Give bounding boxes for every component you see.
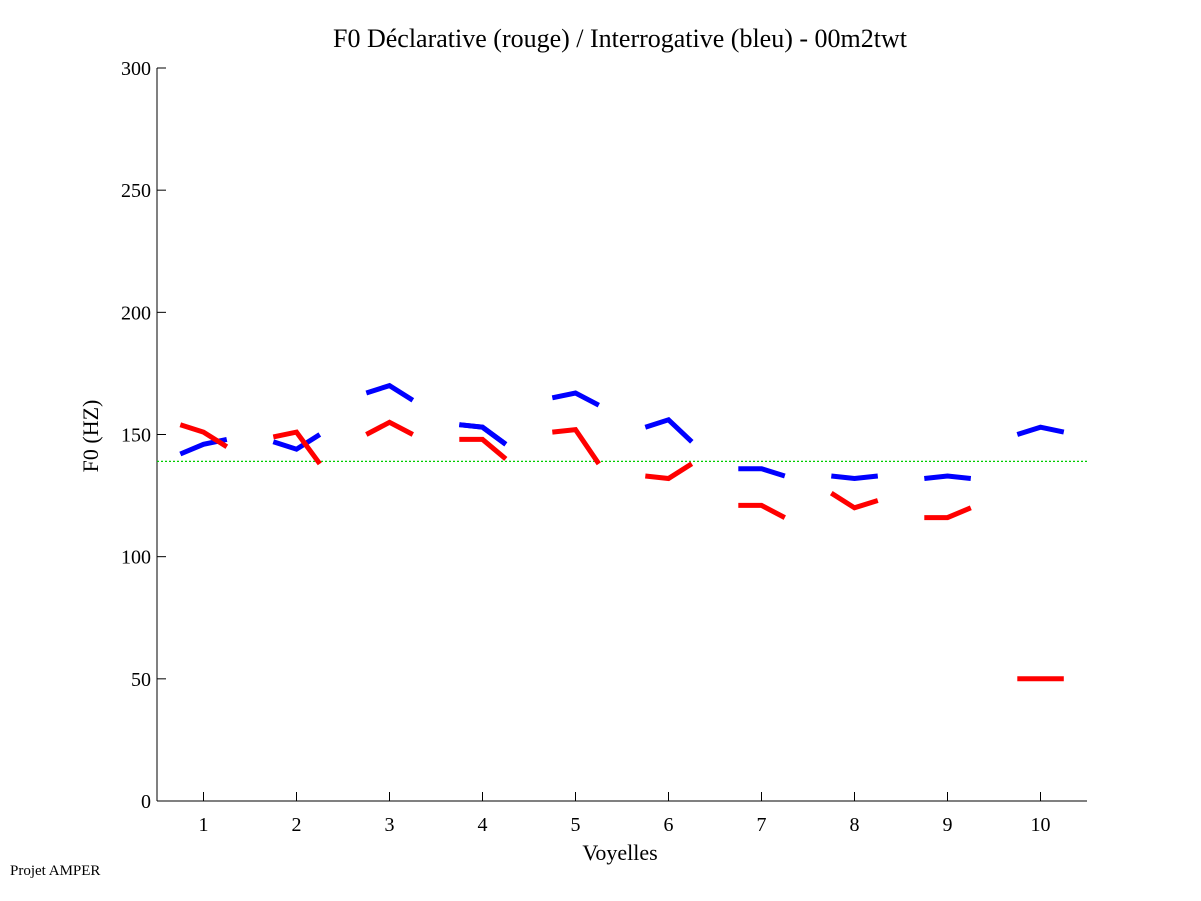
y-tick-label: 50 bbox=[131, 669, 151, 691]
x-tick-label: 10 bbox=[1031, 814, 1051, 836]
series-1-segment-3 bbox=[365, 419, 414, 437]
series-0-segment-2 bbox=[272, 432, 322, 452]
x-tick-label: 4 bbox=[478, 814, 488, 836]
y-tick-label: 150 bbox=[121, 425, 151, 447]
x-tick-label: 2 bbox=[292, 814, 302, 836]
x-axis-label: Voyelles bbox=[582, 840, 657, 865]
series-0-segment-10 bbox=[924, 473, 972, 481]
series-1-segment-7 bbox=[738, 502, 786, 520]
y-tick-label: 100 bbox=[121, 547, 151, 569]
series-0-segment-3 bbox=[365, 382, 415, 403]
x-tick-label: 1 bbox=[199, 814, 209, 836]
series-1-segment-1 bbox=[179, 422, 229, 449]
x-tick-label: 5 bbox=[571, 814, 581, 836]
series-1-segment-4 bbox=[459, 436, 508, 461]
series-1-segment-8 bbox=[829, 490, 879, 511]
x-tick-label: 6 bbox=[664, 814, 674, 836]
series-1 bbox=[179, 419, 1064, 682]
series-0-segment-9 bbox=[831, 473, 879, 482]
series-0-segment-6 bbox=[551, 390, 600, 408]
series-1-segment-2 bbox=[272, 429, 322, 466]
y-tick-label: 250 bbox=[121, 180, 151, 202]
x-tick-label: 7 bbox=[757, 814, 767, 836]
series-0-segment-5 bbox=[459, 422, 508, 447]
series-1-segment-9 bbox=[924, 505, 972, 521]
chart-title: F0 Déclarative (rouge) / Interrogative (… bbox=[333, 24, 908, 53]
footer-credit: Projet AMPER bbox=[10, 863, 101, 879]
series-0 bbox=[179, 382, 1065, 482]
x-tick-label: 9 bbox=[943, 814, 953, 836]
series-1-segment-6 bbox=[645, 461, 694, 482]
series-0-segment-8 bbox=[738, 466, 786, 479]
series-group bbox=[179, 382, 1065, 682]
x-tick-label: 3 bbox=[385, 814, 395, 836]
series-0-segment-11 bbox=[1016, 424, 1065, 437]
y-tick-label: 300 bbox=[121, 58, 151, 80]
x-tick-label: 8 bbox=[850, 814, 860, 836]
y-tick-label: 200 bbox=[121, 302, 151, 324]
series-1-segment-5 bbox=[552, 426, 601, 466]
series-0-segment-7 bbox=[644, 416, 694, 444]
y-tick-label: 0 bbox=[141, 791, 151, 813]
y-axis-label: F0 (HZ) bbox=[78, 400, 103, 473]
axes: 0 50 100 150 200 250 300 1 2 3 4 5 6 7 8 9 10 bbox=[121, 58, 1087, 836]
